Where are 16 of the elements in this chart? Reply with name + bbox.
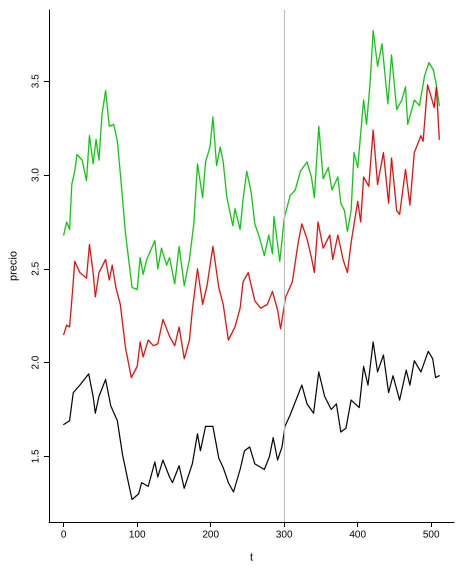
y-tick-label: 1.5 [30,448,42,464]
y-tick-label: 2.0 [30,355,42,370]
x-axis-title: t [250,552,254,564]
y-axis-title: precio [8,251,20,281]
x-tick-label: 200 [202,530,220,540]
line-series [63,30,440,290]
y-tick-label: 3.0 [30,168,42,182]
x-tick-label: 0 [60,530,67,540]
y-tick-label: 3.5 [30,74,42,88]
line-series [63,84,440,378]
y-tick-label: 2.5 [30,261,42,276]
x-tick-label: 300 [276,530,293,540]
x-tick-label: 500 [422,530,440,540]
x-tick-label: 100 [128,530,146,540]
x-tick-label: 400 [349,530,366,540]
line-series [63,341,440,500]
